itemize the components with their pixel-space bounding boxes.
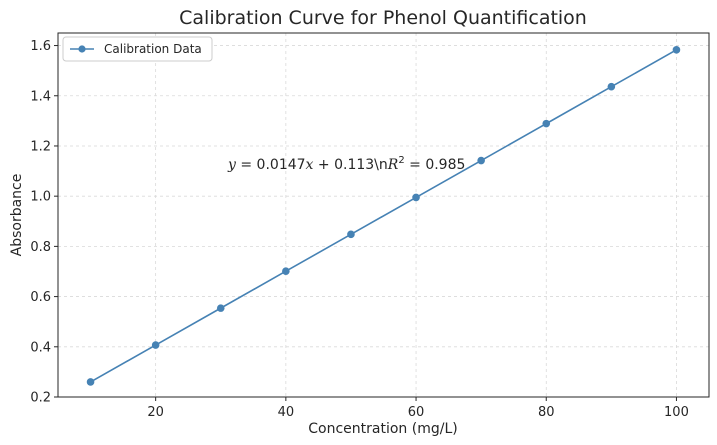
y-axis-label: Absorbance xyxy=(9,174,25,257)
y-tick-label: 1.2 xyxy=(30,139,51,154)
legend-marker-swatch xyxy=(78,45,86,53)
axis-ticks: 20 40 60 80 100 0.2 0.4 0.6 0.8 1.0 1.2 1.4 1.6 xyxy=(30,39,689,420)
data-point xyxy=(86,378,95,386)
y-tick-label: 1.4 xyxy=(30,89,51,104)
x-tick-label: 80 xyxy=(538,405,555,420)
data-point xyxy=(282,267,290,276)
data-point xyxy=(607,82,616,91)
y-tick-label: 0.4 xyxy=(30,340,51,355)
y-tick-label: 0.6 xyxy=(30,290,51,305)
data-point xyxy=(151,341,160,349)
y-tick-label: 0.2 xyxy=(30,391,51,406)
plot-frame xyxy=(57,32,710,398)
y-tick-label: 1.0 xyxy=(30,190,51,205)
legend: Calibration Data xyxy=(62,36,213,62)
legend-label: Calibration Data xyxy=(104,42,202,56)
series-layer xyxy=(86,46,681,386)
grid xyxy=(58,33,709,398)
x-axis-label: Concentration (mg/L) xyxy=(308,421,457,437)
data-point xyxy=(477,156,485,165)
data-point xyxy=(347,230,355,239)
equation-annotation: y = 0.0147x + 0.113\nR2 = 0.985 xyxy=(227,155,465,173)
data-point xyxy=(412,193,420,202)
y-tick-label: 1.6 xyxy=(30,39,51,54)
chart-title: Calibration Curve for Phenol Quantificat… xyxy=(179,7,587,29)
data-point xyxy=(542,119,551,128)
legend-box xyxy=(62,36,213,62)
x-tick-label: 100 xyxy=(664,405,689,420)
x-tick-label: 20 xyxy=(147,405,164,420)
series-line xyxy=(90,49,677,383)
data-point xyxy=(216,304,225,312)
data-point xyxy=(672,46,681,54)
x-tick-label: 60 xyxy=(408,405,425,420)
y-tick-label: 0.8 xyxy=(30,240,51,255)
x-tick-label: 40 xyxy=(278,405,295,420)
